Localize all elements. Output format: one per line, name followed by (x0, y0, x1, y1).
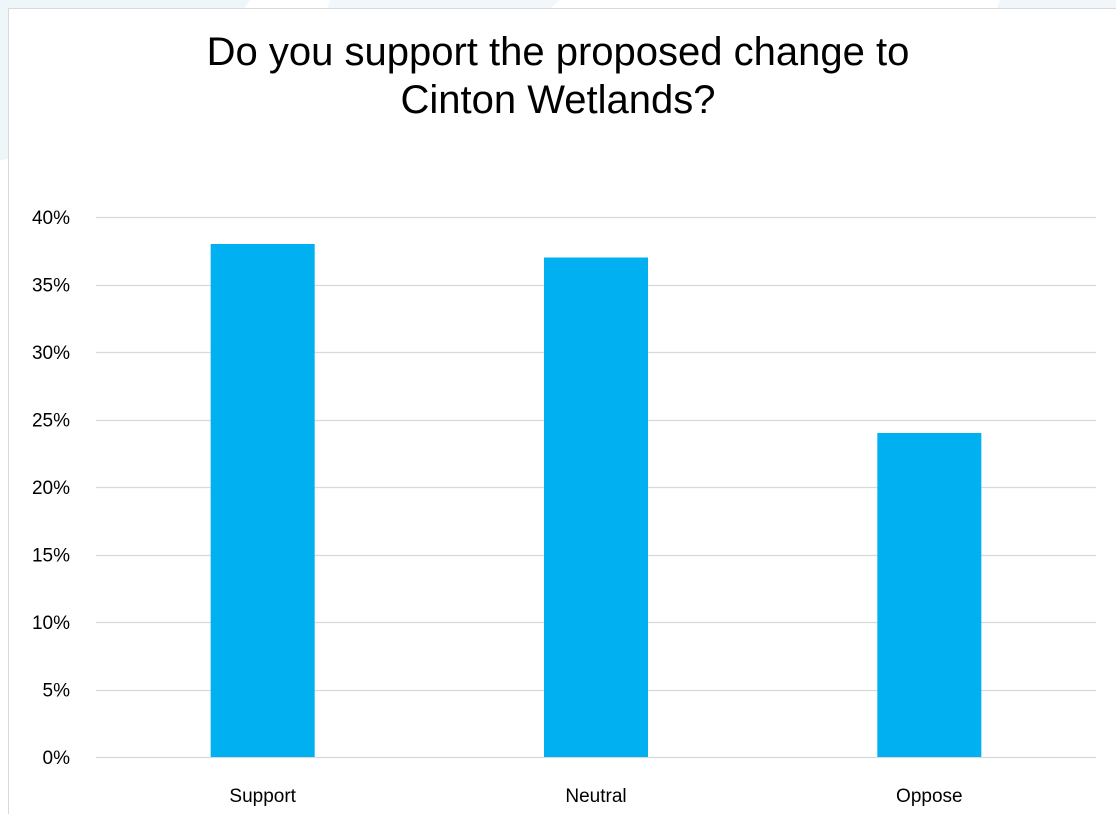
bars (210, 244, 982, 757)
bar-support (210, 244, 315, 757)
y-tick-label: 5% (43, 681, 71, 702)
category-label-neutral: Neutral (565, 786, 626, 807)
y-tick-label: 25% (32, 411, 70, 432)
y-tick-label: 30% (32, 343, 70, 364)
y-axis-tick-labels: 0% 5% 10% 15% 20% 25% 30% 35% 40% (32, 208, 70, 769)
y-tick-label: 0% (43, 748, 71, 769)
chart-title-line-1: Do you support the proposed change to (206, 30, 910, 74)
y-tick-label: 20% (32, 478, 70, 499)
y-tick-label: 10% (32, 613, 70, 634)
y-tick-label: 35% (32, 276, 70, 297)
chart-title: Do you support the proposed change to Ci… (0, 28, 1116, 124)
bar-neutral (544, 257, 648, 757)
y-tick-label: 15% (32, 546, 70, 567)
bar-oppose (877, 433, 982, 757)
y-tick-label: 40% (32, 208, 70, 229)
category-label-oppose: Oppose (896, 786, 963, 807)
chart-title-line-2: Cinton Wetlands? (400, 78, 716, 122)
x-axis-category-labels: Support Neutral Oppose (229, 786, 962, 807)
category-label-support: Support (229, 786, 296, 807)
